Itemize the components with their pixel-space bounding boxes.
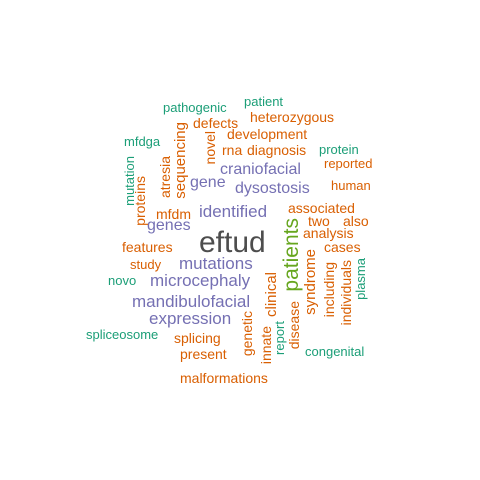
word-mutations: mutations xyxy=(179,254,253,273)
word-congenital: congenital xyxy=(305,344,365,359)
word-novo: novo xyxy=(108,273,137,288)
word-sequencing: sequencing xyxy=(172,122,189,199)
word-expression: expression xyxy=(149,309,232,328)
word-innate: innate xyxy=(258,326,274,365)
word-mfdm: mfdm xyxy=(156,206,191,222)
word-present: present xyxy=(180,346,227,362)
word-patients: patients xyxy=(280,218,303,292)
word-patient: patient xyxy=(244,94,284,109)
word-also: also xyxy=(343,213,369,229)
word-protein: protein xyxy=(319,142,359,157)
word-including: including xyxy=(321,262,337,318)
word-malformations: malformations xyxy=(180,370,268,386)
word-report: report xyxy=(272,321,287,355)
word-splicing: splicing xyxy=(174,330,221,346)
word-rna: rna xyxy=(222,142,243,158)
word-pathogenic: pathogenic xyxy=(163,100,227,115)
word-genes: genes xyxy=(147,217,191,234)
word-plasma: plasma xyxy=(353,258,368,300)
word-spliceosome: spliceosome xyxy=(86,327,159,342)
word-proteins: proteins xyxy=(132,176,148,226)
word-human: human xyxy=(331,178,371,193)
word-mfdga: mfdga xyxy=(124,134,161,149)
word-associated: associated xyxy=(288,200,355,216)
word-analysis: analysis xyxy=(303,225,354,241)
word-mandibulofacial: mandibulofacial xyxy=(132,292,251,311)
word-heterozygous: heterozygous xyxy=(250,109,335,125)
word-study: study xyxy=(130,257,162,272)
word-clinical: clinical xyxy=(263,272,280,318)
word-syndrome: syndrome xyxy=(302,249,319,315)
word-cases: cases xyxy=(324,239,361,255)
word-genetic: genetic xyxy=(239,311,255,357)
word-atresia: atresia xyxy=(157,156,173,199)
word-disease: disease xyxy=(286,301,302,350)
word-craniofacial: craniofacial xyxy=(220,161,301,178)
word-two: two xyxy=(308,213,330,229)
word-development: development xyxy=(227,126,308,142)
word-features: features xyxy=(122,239,173,255)
word-gene: gene xyxy=(190,174,226,191)
word-individuals: individuals xyxy=(338,260,354,326)
word-microcephaly: microcephaly xyxy=(150,271,251,290)
word-defects: defects xyxy=(193,115,239,131)
word-eftud: eftud xyxy=(199,226,266,259)
word-diagnosis: diagnosis xyxy=(247,142,307,158)
word-identified: identified xyxy=(199,202,268,221)
word-reported: reported xyxy=(324,156,373,171)
word-dysostosis: dysostosis xyxy=(235,180,310,197)
word-novel: novel xyxy=(202,131,218,165)
